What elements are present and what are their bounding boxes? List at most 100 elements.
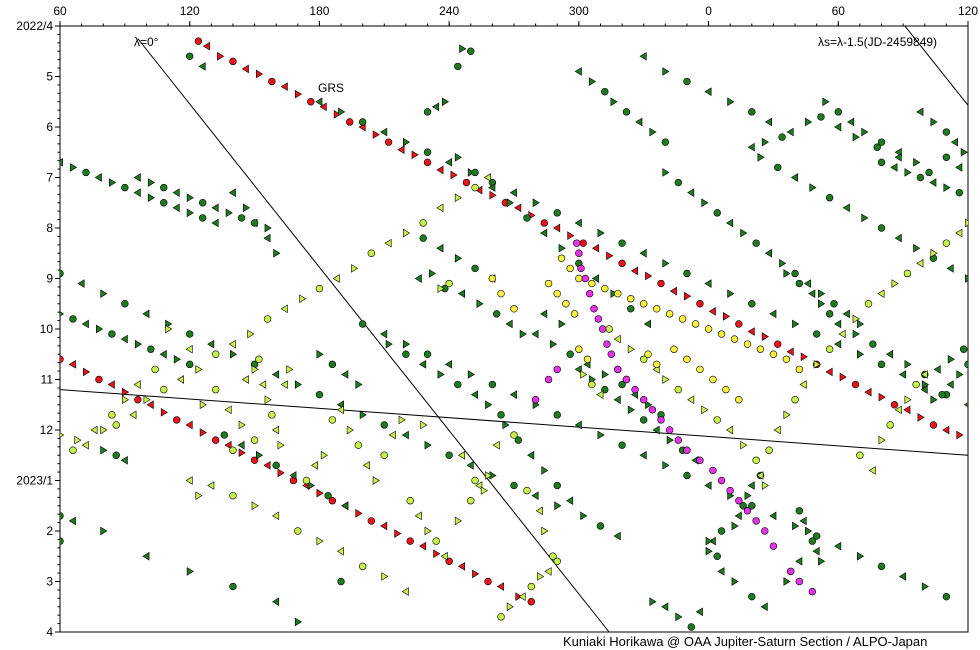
data-point — [228, 339, 236, 349]
data-point — [877, 138, 886, 146]
data-point — [207, 481, 215, 490]
data-point — [423, 158, 432, 167]
data-point — [251, 501, 259, 511]
data-point — [709, 466, 717, 475]
data-point — [930, 117, 938, 127]
data-point — [523, 214, 531, 222]
data-point — [613, 395, 621, 405]
data-point — [229, 491, 237, 500]
data-point — [96, 324, 104, 334]
data-point — [800, 352, 808, 362]
data-point — [662, 259, 670, 268]
data-point — [553, 289, 561, 298]
data-point — [596, 390, 604, 399]
y-tick-label: 2 — [46, 524, 53, 538]
data-point — [60, 537, 64, 545]
data-point — [510, 481, 518, 490]
data-point — [558, 243, 566, 253]
data-point — [747, 327, 755, 336]
data-point — [514, 203, 522, 213]
data-point — [756, 345, 765, 353]
data-point — [566, 350, 574, 358]
data-point — [665, 426, 674, 434]
data-point — [454, 152, 462, 162]
data-point — [471, 183, 479, 192]
data-point — [68, 516, 76, 526]
data-point — [186, 360, 194, 369]
data-point — [622, 375, 631, 384]
data-point — [440, 551, 448, 561]
data-point — [964, 360, 968, 369]
data-point — [722, 385, 730, 394]
data-point — [497, 411, 505, 419]
data-point — [627, 405, 635, 415]
data-point — [211, 436, 220, 444]
data-point — [878, 392, 886, 402]
data-point — [783, 269, 791, 278]
data-point — [691, 320, 700, 328]
data-point — [661, 138, 670, 146]
data-point — [436, 203, 444, 213]
data-point — [143, 395, 151, 405]
data-point — [328, 497, 337, 505]
data-point — [60, 512, 64, 520]
data-point — [264, 395, 272, 405]
data-point — [575, 274, 583, 283]
data-point — [955, 188, 964, 197]
data-point — [172, 188, 180, 197]
data-point — [186, 208, 194, 218]
data-point — [873, 143, 881, 151]
data-point — [674, 178, 683, 187]
data-point — [385, 339, 393, 349]
data-point — [687, 395, 695, 405]
data-point — [761, 332, 769, 341]
data-point — [358, 320, 367, 328]
data-point — [489, 190, 497, 200]
data-point — [965, 274, 968, 283]
data-point — [83, 367, 91, 377]
data-point — [263, 233, 271, 243]
data-point — [717, 567, 725, 576]
data-point — [467, 370, 475, 379]
data-point — [380, 421, 388, 429]
data-point — [786, 127, 794, 137]
data-point — [100, 425, 108, 435]
data-point — [531, 396, 540, 404]
data-point — [488, 380, 497, 389]
data-point — [805, 526, 813, 536]
data-point — [537, 572, 545, 581]
data-point — [250, 436, 259, 444]
data-point — [403, 137, 411, 147]
data-point — [581, 274, 590, 283]
data-point — [917, 413, 925, 422]
data-point — [94, 173, 102, 182]
data-point — [622, 108, 631, 116]
data-point — [808, 289, 816, 298]
data-point — [69, 446, 77, 454]
data-point — [384, 238, 392, 248]
data-marks — [60, 37, 968, 631]
y-tick-label: 7 — [46, 171, 53, 185]
data-point — [606, 251, 614, 261]
data-point — [894, 405, 902, 415]
data-point — [358, 562, 367, 571]
data-point — [121, 395, 130, 405]
data-point — [735, 396, 743, 404]
data-point — [640, 355, 648, 363]
data-point — [134, 396, 142, 404]
data-point — [631, 385, 639, 394]
data-point — [645, 400, 653, 410]
data-point — [358, 118, 367, 126]
data-point — [553, 481, 561, 490]
reference-line — [137, 38, 610, 632]
data-point — [147, 178, 155, 187]
data-point — [627, 344, 635, 354]
data-point — [649, 127, 657, 137]
data-point — [457, 450, 466, 460]
data-point — [795, 577, 804, 586]
data-point — [594, 315, 603, 323]
y-tick-label: 12 — [40, 423, 54, 437]
data-point — [665, 310, 674, 318]
data-point — [580, 511, 588, 521]
